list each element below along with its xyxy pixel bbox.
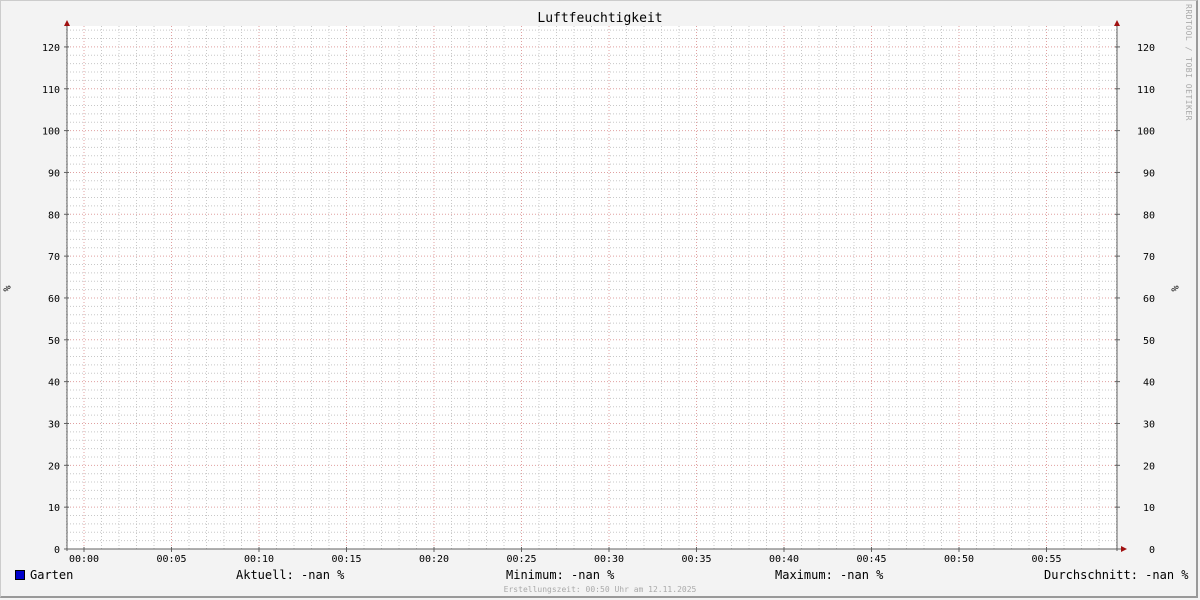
y-tick-label-right: 20 (1143, 461, 1155, 472)
y-tick-label-right: 60 (1143, 294, 1155, 305)
y-axis-arrow-right-icon (1114, 20, 1120, 26)
x-tick-label: 00:50 (944, 554, 974, 565)
y-tick-label-right: 0 (1149, 545, 1155, 556)
watermark: RRDTOOL / TOBI OETIKER (1184, 4, 1193, 121)
legend-average: Durchschnitt: -nan % (1044, 568, 1189, 582)
y-axis-label-right: % (1170, 285, 1182, 292)
x-tick-label: 00:20 (419, 554, 449, 565)
y-tick-label-left: 30 (48, 419, 60, 430)
y-tick-label-left: 80 (48, 210, 60, 221)
y-tick-label-right: 50 (1143, 336, 1155, 347)
x-axis-arrow-icon (1121, 546, 1127, 552)
y-tick-label-right: 100 (1137, 127, 1155, 138)
x-tick-label: 00:05 (156, 554, 186, 565)
y-tick-label-right: 70 (1143, 252, 1155, 263)
y-tick-label-left: 60 (48, 294, 60, 305)
y-tick-label-left: 50 (48, 336, 60, 347)
footer-timestamp: Erstellungszeit: 00:50 Uhr am 12.11.2025 (503, 585, 697, 594)
y-tick-label-left: 70 (48, 252, 60, 263)
legend-maximum: Maximum: -nan % (775, 568, 884, 582)
x-tick-label: 00:35 (681, 554, 711, 565)
y-tick-label-right: 40 (1143, 378, 1155, 389)
y-tick-label-left: 10 (48, 503, 60, 514)
y-axis-arrow-left-icon (64, 20, 70, 26)
y-tick-label-right: 30 (1143, 419, 1155, 430)
chart-title: Luftfeuchtigkeit (537, 11, 663, 26)
legend-minimum: Minimum: -nan % (506, 568, 615, 582)
y-tick-label-left: 120 (42, 43, 60, 54)
x-tick-label: 00:55 (1031, 554, 1061, 565)
y-tick-label-right: 80 (1143, 210, 1155, 221)
legend-current: Aktuell: -nan % (236, 568, 345, 582)
x-tick-label: 00:15 (331, 554, 361, 565)
y-tick-label-left: 110 (42, 85, 60, 96)
x-tick-label: 00:10 (244, 554, 274, 565)
y-tick-label-left: 20 (48, 461, 60, 472)
y-tick-label-left: 40 (48, 378, 60, 389)
y-tick-label-right: 110 (1137, 85, 1155, 96)
y-axis-label-left: % (2, 285, 14, 292)
x-tick-label: 00:30 (594, 554, 624, 565)
y-tick-label-right: 120 (1137, 43, 1155, 54)
y-tick-label-left: 100 (42, 127, 60, 138)
y-tick-label-left: 90 (48, 168, 60, 179)
y-tick-label-left: 0 (54, 545, 60, 556)
x-tick-label: 00:00 (69, 554, 99, 565)
y-tick-label-right: 90 (1143, 168, 1155, 179)
legend-swatch-garten (15, 570, 25, 580)
legend-series-name: Garten (30, 568, 74, 582)
y-tick-label-right: 10 (1143, 503, 1155, 514)
x-tick-label: 00:45 (856, 554, 886, 565)
x-tick-label: 00:25 (506, 554, 536, 565)
x-tick-label: 00:40 (769, 554, 799, 565)
